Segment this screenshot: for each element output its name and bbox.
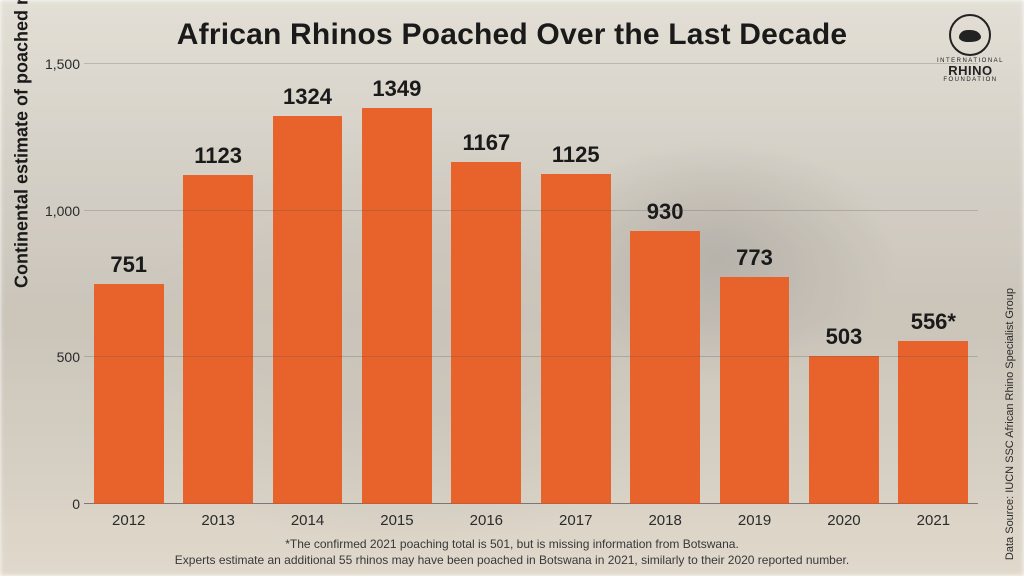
bar-slot: 7512012 <box>84 64 173 504</box>
bar: 930 <box>630 231 700 504</box>
bar-value-label: 1123 <box>194 143 242 169</box>
bar: 1167 <box>451 162 521 504</box>
bar: 1125 <box>541 174 611 504</box>
x-tick-label: 2014 <box>291 512 324 529</box>
x-tick-label: 2017 <box>559 512 592 529</box>
bar-slot: 11672016 <box>442 64 531 504</box>
bar: 1324 <box>273 116 343 504</box>
grid-line <box>84 210 978 211</box>
plot-area: 7512012112320131324201413492015116720161… <box>84 64 978 504</box>
bar-value-label: 1167 <box>462 130 510 156</box>
data-source-label: Data Source: IUCN SSC African Rhino Spec… <box>1004 288 1016 560</box>
bar: 1123 <box>183 175 253 504</box>
bar-slot: 11232013 <box>173 64 262 504</box>
x-tick-label: 2016 <box>470 512 503 529</box>
bar-slot: 556*2021 <box>889 64 978 504</box>
y-tick-label: 500 <box>36 349 80 365</box>
grid-line <box>84 503 978 504</box>
bar-value-label: 503 <box>826 324 863 350</box>
x-tick-label: 2015 <box>380 512 413 529</box>
bar-slot: 5032020 <box>799 64 888 504</box>
bar-value-label: 1324 <box>283 84 332 110</box>
bar-slot: 13242014 <box>263 64 352 504</box>
bar-slot: 11252017 <box>531 64 620 504</box>
bar-value-label: 773 <box>736 245 773 271</box>
grid-line <box>84 63 978 64</box>
x-tick-label: 2021 <box>917 512 950 529</box>
y-tick-label: 1,500 <box>36 56 80 72</box>
x-tick-label: 2013 <box>201 512 234 529</box>
chart-container: African Rhinos Poached Over the Last Dec… <box>0 0 1024 576</box>
rhino-icon <box>949 14 991 56</box>
bar: 751 <box>94 284 164 504</box>
bar: 773 <box>720 277 790 504</box>
bar-value-label: 751 <box>110 252 147 278</box>
bar: 1349 <box>362 108 432 504</box>
bar-value-label: 1349 <box>372 76 421 102</box>
x-tick-label: 2019 <box>738 512 771 529</box>
bar-slot: 9302018 <box>620 64 709 504</box>
bar: 503 <box>809 356 879 504</box>
y-tick-label: 0 <box>36 496 80 512</box>
footnote-line-1: *The confirmed 2021 poaching total is 50… <box>60 536 964 552</box>
footnote: *The confirmed 2021 poaching total is 50… <box>0 536 1024 568</box>
bar-slot: 13492015 <box>352 64 441 504</box>
bar-value-label: 556* <box>911 309 956 335</box>
bar: 556* <box>898 341 968 504</box>
grid-line <box>84 356 978 357</box>
bar-value-label: 1125 <box>552 142 600 168</box>
bar-value-label: 930 <box>647 199 684 225</box>
bars-group: 7512012112320131324201413492015116720161… <box>84 64 978 504</box>
y-tick-label: 1,000 <box>36 203 80 219</box>
x-tick-label: 2018 <box>648 512 681 529</box>
bar-slot: 7732019 <box>710 64 799 504</box>
footnote-line-2: Experts estimate an additional 55 rhinos… <box>60 552 964 568</box>
x-tick-label: 2012 <box>112 512 145 529</box>
y-axis-title: Continental estimate of poached rhinos <box>12 0 33 288</box>
chart-title: African Rhinos Poached Over the Last Dec… <box>28 18 996 52</box>
x-tick-label: 2020 <box>827 512 860 529</box>
